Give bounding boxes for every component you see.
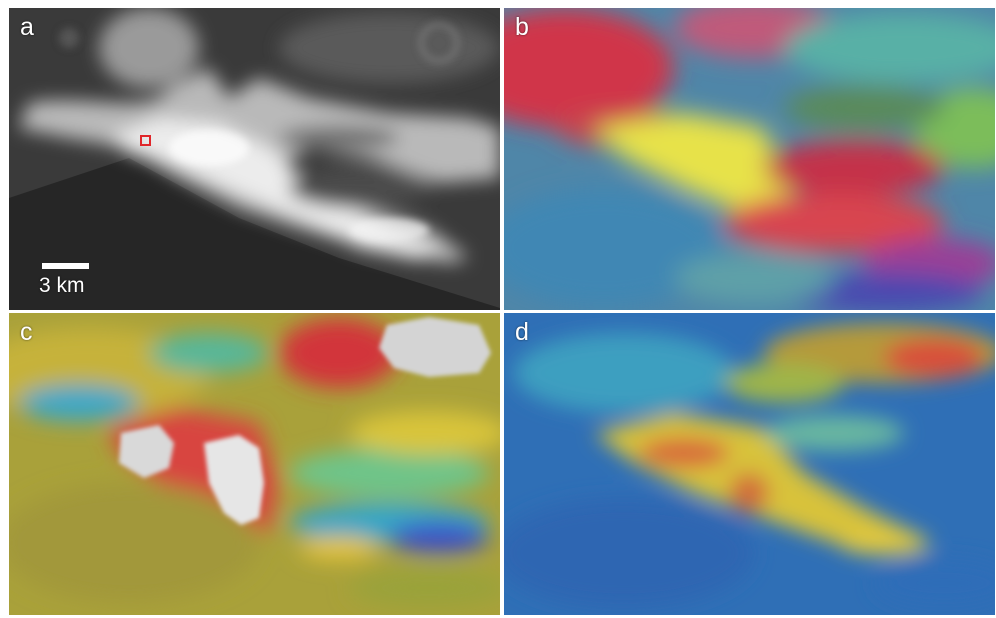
panel-label-c: c	[20, 318, 33, 346]
panel-label-d: d	[515, 318, 529, 346]
panel-a: a 3 km	[9, 8, 500, 310]
scale-bar	[42, 263, 89, 269]
panel-a-image	[9, 8, 500, 310]
panel-c: c	[9, 313, 500, 615]
panel-d-image	[504, 313, 995, 615]
panel-b: b	[504, 8, 995, 310]
panel-d: d	[504, 313, 995, 615]
scale-bar-label: 3 km	[39, 274, 85, 297]
panel-label-b: b	[515, 13, 529, 41]
region-marker	[140, 135, 151, 146]
panel-b-image	[504, 8, 995, 310]
panel-label-a: a	[20, 13, 34, 41]
panel-c-image	[9, 313, 500, 615]
